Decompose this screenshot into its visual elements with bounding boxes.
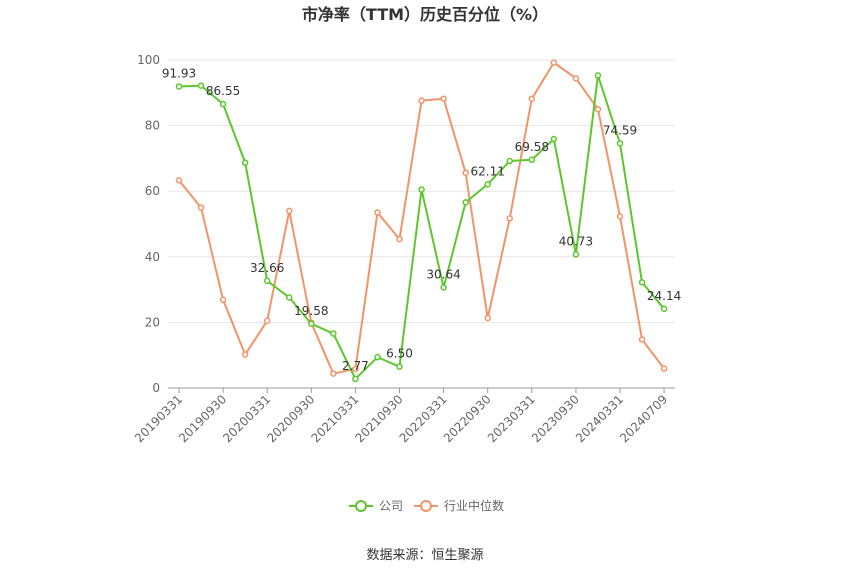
data-point — [374, 209, 381, 216]
data-point — [219, 100, 227, 108]
data-point — [550, 59, 558, 66]
data-point — [175, 177, 183, 184]
series-line-0 — [178, 74, 665, 380]
data-label: 19.58 — [294, 304, 328, 318]
data-point — [506, 157, 513, 165]
data-label: 2.77 — [342, 359, 369, 373]
data-point — [197, 204, 205, 211]
data-point — [330, 330, 337, 337]
data-point — [396, 235, 403, 243]
data-label: 86.55 — [206, 84, 240, 98]
data-point — [197, 82, 205, 89]
data-point — [418, 186, 425, 193]
y-tick-label: 80 — [145, 119, 160, 133]
data-label: 74.59 — [603, 123, 637, 137]
data-point — [528, 95, 536, 102]
x-tick-label: 20240709 — [617, 392, 670, 445]
data-point — [263, 277, 271, 285]
data-point — [506, 215, 513, 222]
data-point — [616, 213, 624, 220]
data-point — [286, 207, 293, 215]
data-point — [594, 105, 602, 113]
data-point — [660, 305, 668, 313]
data-point — [286, 294, 293, 301]
data-point — [241, 351, 249, 358]
data-point — [308, 320, 315, 328]
y-tick-label: 0 — [152, 381, 160, 395]
series-line-1 — [178, 61, 665, 375]
data-point — [263, 317, 271, 325]
data-point — [330, 370, 337, 377]
data-point — [550, 135, 558, 143]
x-axis: 2019033120190930202003312020093020210331… — [132, 387, 675, 445]
data-point — [241, 159, 249, 166]
legend-swatch-marker — [355, 500, 367, 512]
data-point — [440, 284, 447, 291]
y-axis: 0 20 40 60 80 100 — [137, 53, 160, 395]
data-point — [418, 97, 425, 104]
data-point — [462, 199, 469, 206]
data-point — [572, 75, 580, 82]
data-point — [396, 363, 403, 370]
data-point — [484, 181, 491, 188]
data-point — [572, 251, 580, 258]
data-label: 6.50 — [386, 347, 413, 361]
y-tick-label: 40 — [145, 250, 160, 264]
data-label: 91.93 — [162, 66, 196, 80]
legend-label[interactable]: 行业中位数 — [444, 498, 504, 513]
data-point — [352, 365, 359, 373]
data-point — [219, 296, 227, 304]
data-label: 32.66 — [250, 261, 284, 275]
data-label: 40.73 — [559, 234, 593, 248]
source-text: 数据来源：恒生聚源 — [366, 548, 483, 563]
data-point — [374, 353, 381, 361]
chart-title: 市净率（TTM）历史百分位（%） — [302, 5, 548, 24]
data-point — [440, 95, 447, 102]
data-point — [638, 279, 646, 286]
y-tick-label: 100 — [137, 53, 160, 67]
data-point — [484, 314, 491, 322]
data-point — [616, 140, 624, 147]
data-point — [462, 169, 469, 177]
y-tick-label: 60 — [145, 184, 160, 198]
data-point — [660, 365, 668, 372]
series-layer — [175, 59, 668, 383]
data-point — [352, 375, 359, 383]
data-point — [594, 72, 602, 79]
data-label: 30.64 — [426, 268, 460, 282]
data-label: 62.11 — [471, 164, 505, 178]
legend-label[interactable]: 公司 — [379, 499, 403, 513]
legend-swatch-marker — [420, 500, 432, 512]
data-label: 24.14 — [647, 289, 681, 303]
data-point — [175, 83, 183, 90]
legend: 公司 行业中位数 — [349, 498, 504, 513]
data-point — [638, 336, 646, 343]
data-label: 69.58 — [515, 140, 549, 154]
data-labels: 91.93 86.55 32.66 19.58 2.77 6.50 30.64 62.11 69… — [162, 66, 681, 372]
y-tick-label: 20 — [145, 315, 160, 329]
data-point — [528, 156, 536, 164]
